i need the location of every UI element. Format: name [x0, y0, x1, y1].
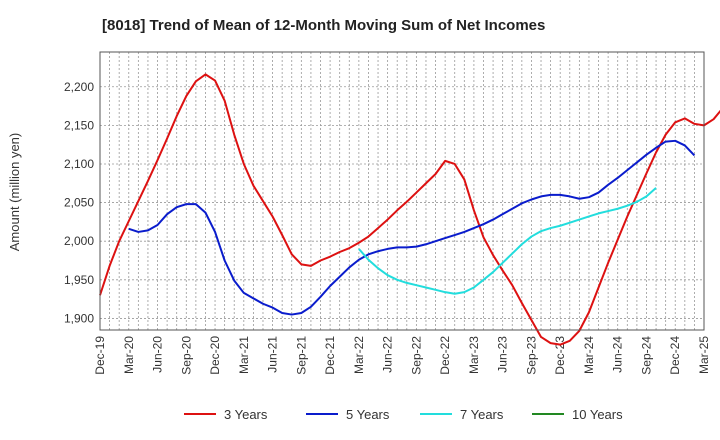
plot-frame: [99, 51, 705, 331]
x-tick-label: Dec-23: [553, 336, 567, 375]
grid: [99, 52, 705, 330]
y-tick-label: 2,200: [64, 80, 94, 94]
x-tick-labels: Dec-19 Mar-20 Jun-20 Sep-20 Dec-20 Mar-21 Jun-…: [93, 336, 711, 375]
y-tick-labels: 1,900 1,950 2,000 2,050 2,100 2,150 2,200: [64, 80, 94, 326]
x-tick-label: Jun-22: [381, 336, 395, 373]
series-line-3: [358, 187, 657, 295]
x-tick-label: Jun-24: [611, 336, 625, 373]
x-tick-label: Mar-21: [237, 336, 251, 374]
x-tick-label: Mar-23: [467, 336, 481, 374]
x-tick-label: Jun-20: [151, 336, 165, 373]
series-line-2: [128, 139, 696, 316]
y-tick-label: 2,000: [64, 234, 94, 248]
y-tick-label: 2,150: [64, 118, 94, 132]
x-tick-label: Dec-19: [93, 336, 107, 375]
series-lines: [99, 73, 720, 346]
x-tick-label: Sep-23: [524, 336, 538, 375]
x-tick-label: Mar-20: [122, 336, 136, 374]
x-tick-label: Dec-20: [208, 336, 222, 375]
x-tick-label: Sep-21: [294, 336, 308, 375]
x-tick-label: Dec-21: [323, 336, 337, 375]
x-tick-label: Mar-25: [697, 336, 711, 374]
y-tick-label: 2,050: [64, 196, 94, 210]
legend-label-4: 10 Years: [572, 407, 623, 422]
legend-label-3: 7 Years: [460, 407, 504, 422]
x-tick-label: Sep-22: [409, 336, 423, 375]
y-tick-label: 2,100: [64, 157, 94, 171]
chart-title: [8018] Trend of Mean of 12-Month Moving …: [102, 17, 545, 34]
x-tick-label: Sep-24: [639, 336, 653, 375]
y-tick-label: 1,900: [64, 311, 94, 325]
series-line-1: [99, 73, 720, 346]
legend-label-1: 3 Years: [224, 407, 268, 422]
x-tick-label: Dec-24: [668, 336, 682, 375]
x-tick-label: Mar-22: [352, 336, 366, 374]
legend-label-2: 5 Years: [346, 407, 390, 422]
y-tick-label: 1,950: [64, 273, 94, 287]
x-tick-label: Dec-22: [438, 336, 452, 375]
legend: 3 Years 5 Years 7 Years 10 Years: [184, 407, 623, 422]
y-axis-label: Amount (million yen): [7, 133, 22, 252]
x-tick-label: Jun-21: [266, 336, 280, 373]
x-tick-label: Mar-24: [582, 336, 596, 374]
x-tick-label: Jun-23: [496, 336, 510, 373]
x-tick-label: Sep-20: [179, 336, 193, 375]
